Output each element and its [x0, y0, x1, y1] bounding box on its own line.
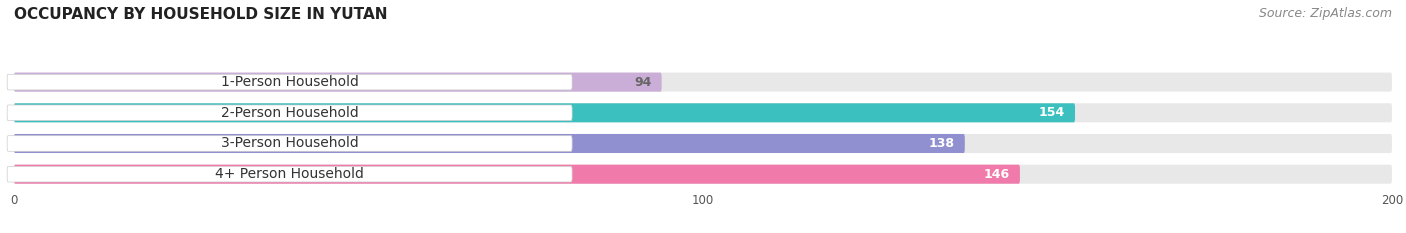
FancyBboxPatch shape — [7, 166, 572, 182]
FancyBboxPatch shape — [14, 134, 1392, 153]
Text: 2-Person Household: 2-Person Household — [221, 106, 359, 120]
FancyBboxPatch shape — [14, 73, 662, 92]
Text: Source: ZipAtlas.com: Source: ZipAtlas.com — [1258, 7, 1392, 20]
Text: 154: 154 — [1039, 106, 1064, 119]
FancyBboxPatch shape — [14, 165, 1392, 184]
Text: 3-Person Household: 3-Person Household — [221, 137, 359, 151]
FancyBboxPatch shape — [14, 73, 1392, 92]
Text: 94: 94 — [634, 76, 651, 89]
FancyBboxPatch shape — [7, 136, 572, 151]
Text: 4+ Person Household: 4+ Person Household — [215, 167, 364, 181]
Text: OCCUPANCY BY HOUSEHOLD SIZE IN YUTAN: OCCUPANCY BY HOUSEHOLD SIZE IN YUTAN — [14, 7, 388, 22]
FancyBboxPatch shape — [14, 165, 1019, 184]
FancyBboxPatch shape — [7, 74, 572, 90]
Text: 138: 138 — [928, 137, 955, 150]
FancyBboxPatch shape — [14, 103, 1076, 122]
FancyBboxPatch shape — [14, 103, 1392, 122]
FancyBboxPatch shape — [14, 134, 965, 153]
Text: 1-Person Household: 1-Person Household — [221, 75, 359, 89]
Text: 146: 146 — [983, 168, 1010, 181]
FancyBboxPatch shape — [7, 105, 572, 121]
